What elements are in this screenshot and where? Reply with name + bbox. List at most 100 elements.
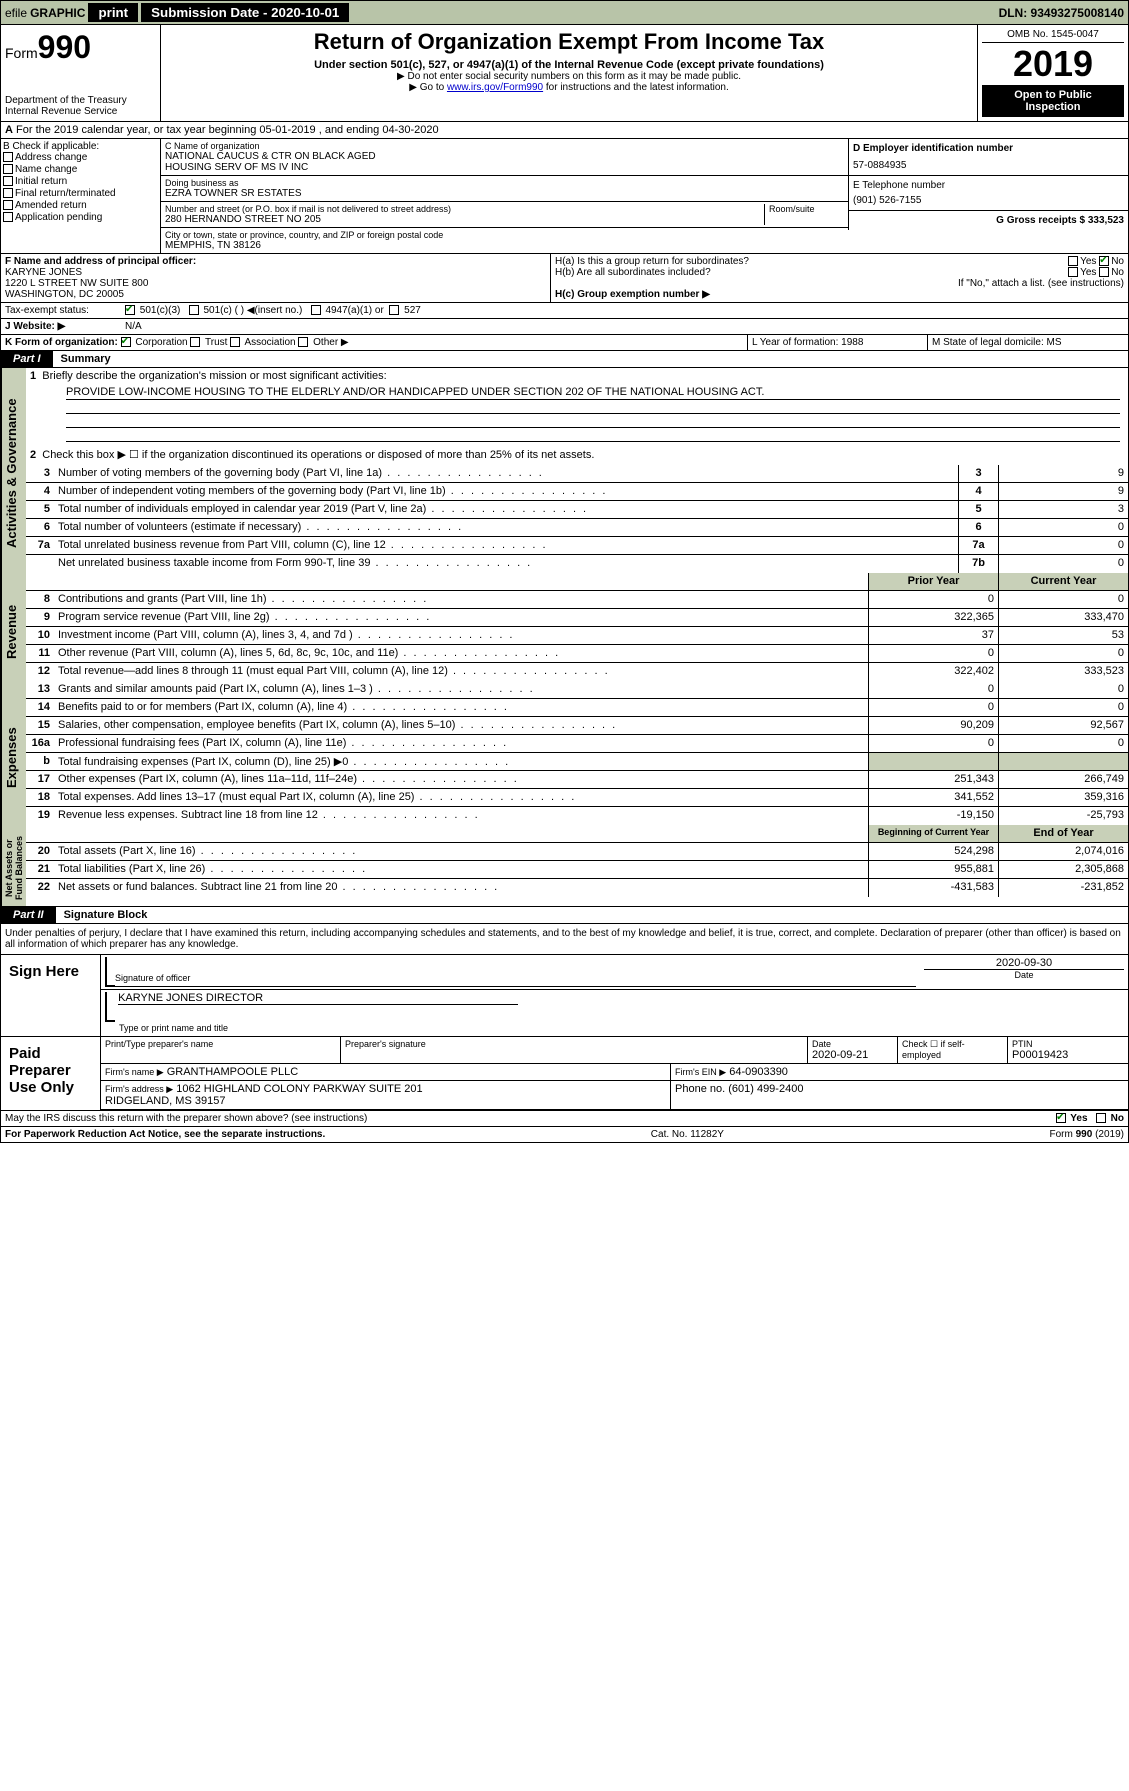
begin-year-header: Beginning of Current Year bbox=[868, 825, 998, 842]
vert-revenue: Revenue bbox=[1, 578, 26, 686]
cb-other[interactable] bbox=[298, 337, 308, 347]
part2-tab: Part II bbox=[1, 907, 56, 923]
section-b: B Check if applicable: Address change Na… bbox=[1, 139, 161, 253]
hb-attach: If "No," attach a list. (see instruction… bbox=[555, 278, 1124, 289]
discuss-no[interactable] bbox=[1096, 1113, 1106, 1123]
summary-row: 14Benefits paid to or for members (Part … bbox=[26, 699, 1128, 717]
net-header-row: Beginning of Current Year End of Year bbox=[26, 825, 1128, 843]
cb-501c3[interactable] bbox=[125, 305, 135, 315]
summary-row: 4Number of independent voting members of… bbox=[26, 483, 1128, 501]
firm-phone: Phone no. (601) 499-2400 bbox=[671, 1081, 1128, 1109]
cb-address[interactable]: Address change bbox=[3, 152, 158, 163]
cb-final[interactable]: Final return/terminated bbox=[3, 188, 158, 199]
summary-row: 6Total number of volunteers (estimate if… bbox=[26, 519, 1128, 537]
website-value: N/A bbox=[121, 319, 146, 334]
sign-here-block: Sign Here Signature of officer 2020-09-3… bbox=[0, 955, 1129, 1037]
net-rows: 20Total assets (Part X, line 16)524,2982… bbox=[26, 843, 1128, 897]
sig-date: 2020-09-30 bbox=[924, 957, 1124, 969]
cb-application[interactable]: Application pending bbox=[3, 212, 158, 223]
section-g-label: G Gross receipts $ 333,523 bbox=[853, 215, 1124, 226]
year-header-row: Prior Year Current Year bbox=[26, 573, 1128, 591]
org-name1: NATIONAL CAUCUS & CTR ON BLACK AGED bbox=[165, 151, 844, 162]
section-e-label: E Telephone number bbox=[853, 180, 1124, 191]
firm-ein: 64-0903390 bbox=[729, 1066, 788, 1078]
vert-governance: Activities & Governance bbox=[1, 368, 26, 578]
ha-no[interactable] bbox=[1099, 256, 1109, 266]
sign-right: Signature of officer 2020-09-30 Date KAR… bbox=[101, 955, 1128, 1036]
header-left: Form990 Department of the Treasury Inter… bbox=[1, 25, 161, 121]
paid-right: Print/Type preparer's name Preparer's si… bbox=[101, 1037, 1128, 1110]
cb-amended[interactable]: Amended return bbox=[3, 200, 158, 211]
form-title: Return of Organization Exempt From Incom… bbox=[165, 29, 973, 55]
k-label: K Form of organization: bbox=[5, 337, 118, 348]
section-deg: D Employer identification number 57-0884… bbox=[848, 139, 1128, 253]
officer-name: KARYNE JONES bbox=[5, 267, 546, 278]
section-b-label: B Check if applicable: bbox=[3, 141, 158, 152]
print-button[interactable]: print bbox=[88, 3, 138, 22]
irs-label: Internal Revenue Service bbox=[5, 106, 156, 117]
officer-addr2: WASHINGTON, DC 20005 bbox=[5, 289, 546, 300]
mission-text: PROVIDE LOW-INCOME HOUSING TO THE ELDERL… bbox=[66, 386, 1120, 400]
prep-date: 2020-09-21 bbox=[812, 1049, 893, 1061]
cb-initial[interactable]: Initial return bbox=[3, 176, 158, 187]
paid-preparer-label: Paid Preparer Use Only bbox=[1, 1037, 101, 1110]
top-bar: efile GRAPHIC print Submission Date - 20… bbox=[0, 0, 1129, 25]
hc-label: H(c) Group exemption number ▶ bbox=[555, 289, 1124, 300]
sig-officer-label: Signature of officer bbox=[115, 973, 916, 983]
line2: 2 Check this box ▶ ☐ if the organization… bbox=[26, 444, 1128, 465]
city-label: City or town, state or province, country… bbox=[165, 230, 844, 240]
summary-row: 5Total number of individuals employed in… bbox=[26, 501, 1128, 519]
section-f-label: F Name and address of principal officer: bbox=[5, 256, 546, 267]
dba-label: Doing business as bbox=[165, 178, 844, 188]
discuss-text: May the IRS discuss this return with the… bbox=[1, 1111, 928, 1126]
hb-yes[interactable] bbox=[1068, 267, 1078, 277]
summary-row: 19Revenue less expenses. Subtract line 1… bbox=[26, 807, 1128, 825]
part1-header: Part I Summary bbox=[0, 351, 1129, 368]
irs-link[interactable]: www.irs.gov/Form990 bbox=[447, 82, 543, 93]
cb-4947[interactable] bbox=[311, 305, 321, 315]
form-subtitle: Under section 501(c), 527, or 4947(a)(1)… bbox=[165, 59, 973, 71]
summary-row: 11Other revenue (Part VIII, column (A), … bbox=[26, 645, 1128, 663]
exp-rows: 13Grants and similar amounts paid (Part … bbox=[26, 681, 1128, 825]
website-row: J Website: ▶ N/A bbox=[0, 319, 1129, 335]
dba-value: EZRA TOWNER SR ESTATES bbox=[165, 188, 844, 199]
summary-row: 13Grants and similar amounts paid (Part … bbox=[26, 681, 1128, 699]
cb-corp[interactable] bbox=[121, 337, 131, 347]
summary-row: 3Number of voting members of the governi… bbox=[26, 465, 1128, 483]
rev-rows: 8Contributions and grants (Part VIII, li… bbox=[26, 591, 1128, 681]
line1: 1 Briefly describe the organization's mi… bbox=[26, 368, 1128, 384]
section-fh: F Name and address of principal officer:… bbox=[0, 254, 1129, 303]
summary-row: bTotal fundraising expenses (Part IX, co… bbox=[26, 753, 1128, 771]
part1-body: Activities & Governance Revenue Expenses… bbox=[0, 368, 1129, 907]
check-self: Check ☐ if self-employed bbox=[902, 1039, 1003, 1060]
summary-row: 15Salaries, other compensation, employee… bbox=[26, 717, 1128, 735]
city-value: MEMPHIS, TN 38126 bbox=[165, 240, 844, 251]
hb-label: H(b) Are all subordinates included? bbox=[555, 267, 711, 278]
form-header: Form990 Department of the Treasury Inter… bbox=[0, 25, 1129, 122]
tax-exempt-row: Tax-exempt status: 501(c)(3) 501(c) ( ) … bbox=[0, 303, 1129, 319]
line-a: A For the 2019 calendar year, or tax yea… bbox=[0, 122, 1129, 139]
summary-row: 12Total revenue—add lines 8 through 11 (… bbox=[26, 663, 1128, 681]
summary-row: 8Contributions and grants (Part VIII, li… bbox=[26, 591, 1128, 609]
cb-527[interactable] bbox=[389, 305, 399, 315]
dln-label: DLN: 93493275008140 bbox=[999, 6, 1124, 20]
ein-value: 57-0884935 bbox=[853, 160, 1124, 171]
cb-assoc[interactable] bbox=[230, 337, 240, 347]
hb-no[interactable] bbox=[1099, 267, 1109, 277]
part1-title: Summary bbox=[53, 353, 111, 365]
cb-name[interactable]: Name change bbox=[3, 164, 158, 175]
phone-value: (901) 526-7155 bbox=[853, 195, 1124, 206]
ha-yes[interactable] bbox=[1068, 256, 1078, 266]
officer-addr1: 1220 L STREET NW SUITE 800 bbox=[5, 278, 546, 289]
prior-year-header: Prior Year bbox=[868, 573, 998, 590]
efile-prefix: efile bbox=[5, 6, 27, 20]
omb-number: OMB No. 1545-0047 bbox=[982, 29, 1124, 43]
open-public-badge: Open to Public Inspection bbox=[982, 85, 1124, 117]
cb-trust[interactable] bbox=[190, 337, 200, 347]
discuss-yes[interactable] bbox=[1056, 1113, 1066, 1123]
submission-date-button[interactable]: Submission Date - 2020-10-01 bbox=[141, 3, 349, 22]
form-number: 990 bbox=[38, 29, 91, 65]
identity-section: B Check if applicable: Address change Na… bbox=[0, 139, 1129, 254]
type-name-label: Type or print name and title bbox=[119, 1023, 228, 1033]
cb-501c[interactable] bbox=[189, 305, 199, 315]
